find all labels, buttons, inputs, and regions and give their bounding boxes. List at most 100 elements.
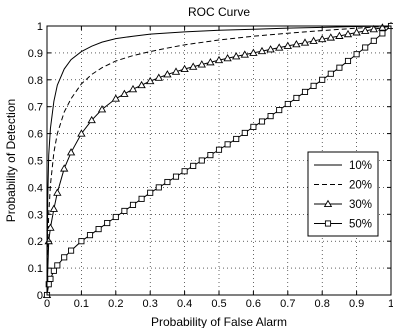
series-20-pct-line — [46, 25, 392, 296]
series-50-pct-marker — [61, 254, 68, 261]
x-tick-label: 0.8 — [315, 298, 330, 310]
series-30-pct-marker — [60, 164, 69, 172]
x-tick-label: 0 — [44, 298, 50, 310]
series-30-pct-marker — [163, 70, 172, 78]
series-10-pct-line — [46, 25, 392, 296]
y-tick-label: 0.4 — [28, 182, 43, 194]
series-50-pct-marker — [47, 275, 54, 282]
x-tick-label: 0.6 — [246, 298, 261, 310]
series-30-pct-marker — [352, 28, 361, 36]
series-50-pct-marker — [224, 141, 231, 148]
series-30-pct-marker — [120, 89, 129, 97]
series-50-pct-marker — [78, 238, 85, 245]
series-30-pct-marker — [214, 55, 224, 64]
series-50-pct-marker — [250, 123, 257, 130]
series-50-pct-marker — [155, 184, 162, 191]
legend-label: 20% — [349, 180, 372, 192]
series-50-pct-marker — [207, 152, 214, 159]
series-50-pct-marker — [112, 213, 119, 221]
y-tick-label: 0.6 — [28, 129, 43, 141]
series-30-pct-marker — [378, 23, 387, 31]
series-50-pct-marker — [147, 189, 154, 196]
legend-box — [307, 151, 379, 237]
y-tick-label: 0.8 — [28, 75, 43, 87]
x-tick-label: 0.7 — [280, 298, 295, 310]
x-tick-label: 0.4 — [177, 298, 192, 310]
legend-label: 10% — [349, 160, 372, 172]
series-30-pct-marker — [266, 45, 275, 53]
y-tick-label: 0 — [37, 290, 43, 302]
legend-marker-sample — [324, 220, 332, 227]
series-50-pct — [43, 22, 393, 299]
series-30-pct-marker — [240, 50, 249, 58]
series-30-pct-marker — [66, 148, 76, 156]
series-30-pct-marker — [171, 67, 181, 75]
series-20-pct — [46, 25, 392, 296]
x-axis-title: Probability of False Alarm — [151, 315, 287, 328]
series-30-pct-marker — [137, 80, 146, 89]
series-50-pct-marker — [68, 247, 75, 254]
legend-label: 30% — [349, 199, 372, 211]
legend-item: 50% — [314, 219, 372, 231]
series-50-pct-marker — [336, 64, 343, 71]
series-30-pct-marker — [257, 46, 267, 55]
series-30-pct-marker — [309, 36, 318, 44]
y-tick-label: 0.9 — [28, 48, 43, 60]
series-50-pct-marker — [301, 88, 309, 95]
series-50-pct-marker — [121, 207, 128, 214]
y-tick-label: 0.7 — [28, 102, 43, 114]
series-30-pct-marker — [369, 24, 378, 33]
series-30-pct-marker — [292, 39, 301, 48]
series-30-pct-marker — [97, 105, 107, 113]
series-50-pct-marker — [86, 232, 94, 239]
series-30-pct-marker — [300, 38, 310, 46]
y-tick-label: 0.2 — [28, 236, 43, 248]
x-tick-label: 0.9 — [349, 298, 364, 310]
series-50-pct-marker — [95, 226, 102, 233]
series-30-pct-marker — [53, 188, 62, 196]
series-30-pct-marker — [283, 41, 292, 49]
series-30-pct-marker — [318, 34, 327, 43]
y-tick-label: 0.5 — [28, 156, 43, 168]
series-50-pct-marker — [258, 118, 266, 125]
series-30-pct-marker — [46, 223, 55, 231]
series-50-pct-marker — [327, 70, 334, 77]
series-50-pct-marker — [370, 37, 377, 44]
series-50-pct-marker — [267, 113, 274, 120]
series-30-pct-marker — [77, 129, 86, 137]
series-30-pct-marker — [111, 94, 120, 102]
series-50-pct-marker — [362, 44, 369, 51]
series-50-pct-marker — [379, 30, 386, 37]
y-tick-label: 1 — [37, 21, 43, 33]
chart-title: ROC Curve — [188, 5, 250, 19]
series-30-pct-marker — [232, 52, 241, 60]
series-lines — [42, 21, 393, 299]
series-30-pct-marker — [249, 48, 258, 56]
x-tick-label: 0.3 — [143, 298, 158, 310]
series-50-pct-marker — [54, 262, 61, 269]
legend-item: 20% — [314, 180, 372, 192]
axis-ticks: 0 0.1 0.2 0.3 0.4 0.5 0.6 0.7 0.8 0.9 1 0 0.1 0.2 0.3 0… — [28, 21, 393, 310]
legend-item: 10% — [314, 160, 372, 172]
series-50-pct-marker — [215, 146, 223, 153]
series-30-pct-marker — [197, 60, 206, 68]
y-tick-label: 0.1 — [28, 263, 43, 275]
series-50-pct-marker — [190, 162, 197, 169]
series-30-pct-marker — [335, 31, 344, 39]
series-50-pct-marker — [138, 195, 145, 202]
x-tick-label: 0.1 — [74, 298, 89, 310]
legend-marker-sample — [323, 199, 333, 208]
series-50-pct-marker — [241, 129, 248, 136]
series-50-pct-marker — [310, 82, 317, 89]
y-axis-title: Probability of Detection — [4, 99, 18, 222]
series-50-pct-marker — [284, 100, 291, 108]
series-30-pct-marker — [361, 26, 370, 34]
series-50-pct-marker — [233, 135, 240, 143]
series-50-pct-marker — [276, 107, 283, 114]
legend: 10% 20% 30% 50% — [307, 151, 379, 237]
series-50-pct-marker — [344, 57, 352, 65]
series-30-pct-marker — [206, 58, 215, 66]
series-50-pct-marker — [353, 51, 360, 58]
series-30-pct-marker — [154, 73, 163, 81]
